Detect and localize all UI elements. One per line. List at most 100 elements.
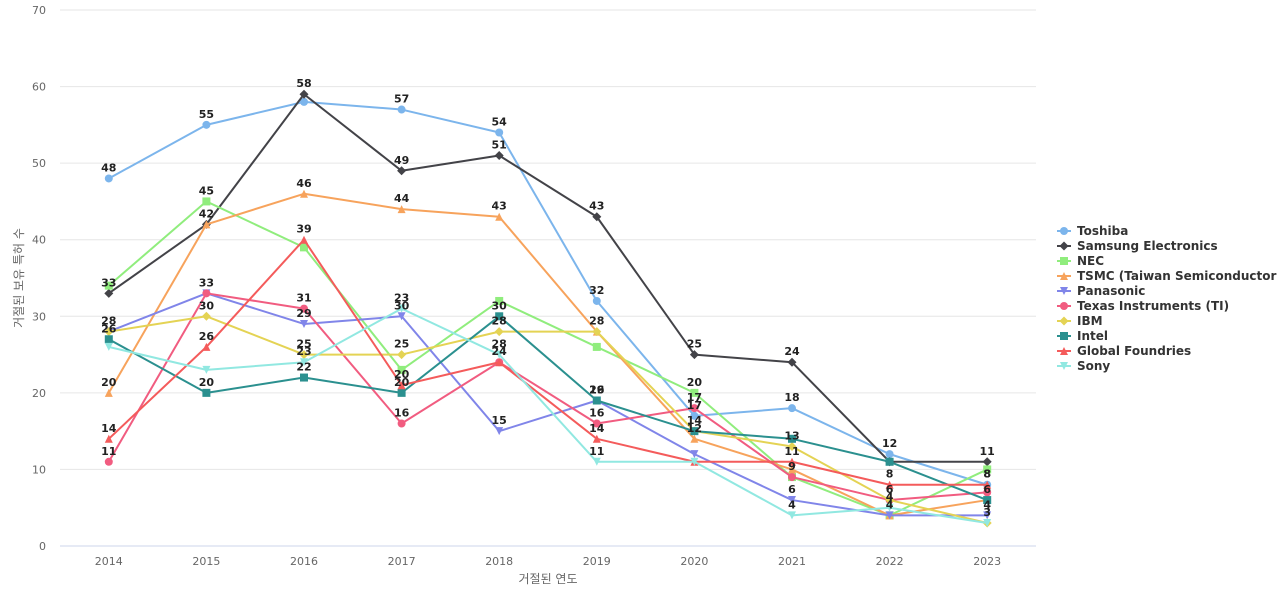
data-point — [495, 427, 504, 436]
data-label: 55 — [199, 108, 214, 121]
x-tick-label: 2022 — [876, 555, 904, 568]
x-tick-label: 2015 — [192, 555, 220, 568]
data-label: 51 — [492, 138, 507, 151]
data-label: 11 — [784, 445, 799, 458]
data-label: 11 — [980, 445, 995, 458]
data-label: 14 — [589, 422, 605, 435]
series-1 — [104, 89, 992, 467]
data-label: 8 — [983, 468, 991, 481]
y-tick-label: 10 — [32, 463, 46, 476]
data-point — [397, 105, 406, 114]
data-label: 12 — [687, 422, 702, 435]
legend-item[interactable]: NEC — [1057, 254, 1104, 268]
data-label: 20 — [394, 376, 410, 389]
data-label: 43 — [589, 200, 604, 213]
legend-item[interactable]: Panasonic — [1057, 284, 1145, 298]
legend-symbol — [1060, 272, 1068, 280]
y-tick-label: 70 — [32, 4, 46, 17]
series-8 — [104, 235, 992, 489]
data-label: 4 — [886, 491, 894, 504]
x-tick-label: 2014 — [95, 555, 123, 568]
data-label: 28 — [589, 315, 604, 328]
data-point — [397, 381, 406, 390]
legend-label: Sony — [1077, 359, 1110, 373]
data-label: 58 — [296, 77, 311, 90]
data-label: 45 — [199, 184, 214, 197]
data-label: 16 — [394, 406, 410, 419]
x-tick-label: 2021 — [778, 555, 806, 568]
data-label: 4 — [886, 498, 894, 511]
data-point — [104, 174, 113, 183]
data-point — [982, 457, 992, 467]
data-point — [788, 404, 796, 413]
data-point — [885, 511, 894, 520]
data-point — [885, 495, 895, 505]
data-label: 14 — [687, 414, 703, 427]
legend-item[interactable]: Global Foundries — [1057, 344, 1191, 358]
data-point — [983, 480, 992, 489]
data-label: 8 — [886, 468, 894, 481]
data-label: 49 — [394, 154, 409, 167]
data-label: 17 — [687, 391, 702, 404]
series-line — [107, 292, 988, 502]
legend-item[interactable]: TSMC (Taiwan Semiconductor ... — [1057, 269, 1280, 283]
data-point — [495, 312, 504, 321]
data-point — [300, 304, 308, 313]
data-point — [495, 296, 504, 305]
data-point — [787, 357, 797, 367]
data-label: 57 — [394, 93, 409, 106]
data-point — [788, 434, 796, 443]
data-point — [885, 450, 894, 459]
data-label: 33 — [101, 276, 116, 289]
legend-label: Global Foundries — [1077, 344, 1191, 358]
legend-item[interactable]: Samsung Electronics — [1057, 239, 1218, 253]
series-6 — [104, 311, 992, 528]
data-label: 6 — [983, 483, 991, 496]
legend-symbol — [1059, 241, 1069, 251]
data-point — [397, 350, 407, 360]
data-point — [397, 166, 407, 176]
data-point — [690, 450, 699, 459]
legend-label: Samsung Electronics — [1077, 239, 1218, 253]
data-point — [104, 388, 113, 397]
data-point — [592, 296, 601, 305]
data-label: 4 — [788, 498, 796, 511]
data-label: 29 — [296, 307, 311, 320]
data-label: 17 — [687, 399, 702, 412]
data-point — [202, 197, 211, 206]
y-axis-title: 거절된 보유 특허 수 — [12, 228, 26, 328]
data-point — [397, 388, 406, 397]
data-point — [592, 434, 601, 443]
series-line — [108, 315, 988, 501]
data-point — [397, 419, 406, 428]
data-label: 6 — [886, 483, 894, 496]
y-tick-label: 30 — [32, 310, 46, 323]
data-point — [104, 281, 113, 290]
data-point — [885, 457, 894, 466]
data-label: 43 — [492, 200, 507, 213]
data-point — [202, 388, 211, 397]
legend-symbol — [1060, 287, 1068, 295]
data-point — [104, 342, 113, 351]
y-tick-label: 60 — [32, 81, 46, 94]
series-line — [108, 292, 988, 517]
legend-item[interactable]: Texas Instruments (TI) — [1057, 299, 1229, 313]
legend-label: NEC — [1077, 254, 1104, 268]
x-tick-label: 2016 — [290, 555, 318, 568]
data-label: 26 — [199, 330, 215, 343]
data-point — [592, 342, 601, 351]
data-point — [300, 373, 308, 382]
data-point — [983, 519, 992, 528]
legend-item[interactable]: Sony — [1057, 359, 1110, 373]
data-point — [592, 457, 601, 466]
legend-item[interactable]: Toshiba — [1057, 224, 1128, 238]
legend-item[interactable]: IBM — [1057, 314, 1103, 328]
data-label: 14 — [101, 422, 117, 435]
legend-symbol — [1060, 227, 1068, 235]
data-point — [202, 365, 211, 374]
data-point — [300, 97, 308, 106]
series-layer — [104, 89, 992, 528]
data-label: 26 — [589, 384, 605, 397]
data-point — [494, 150, 504, 160]
legend-item[interactable]: Intel — [1057, 329, 1108, 343]
